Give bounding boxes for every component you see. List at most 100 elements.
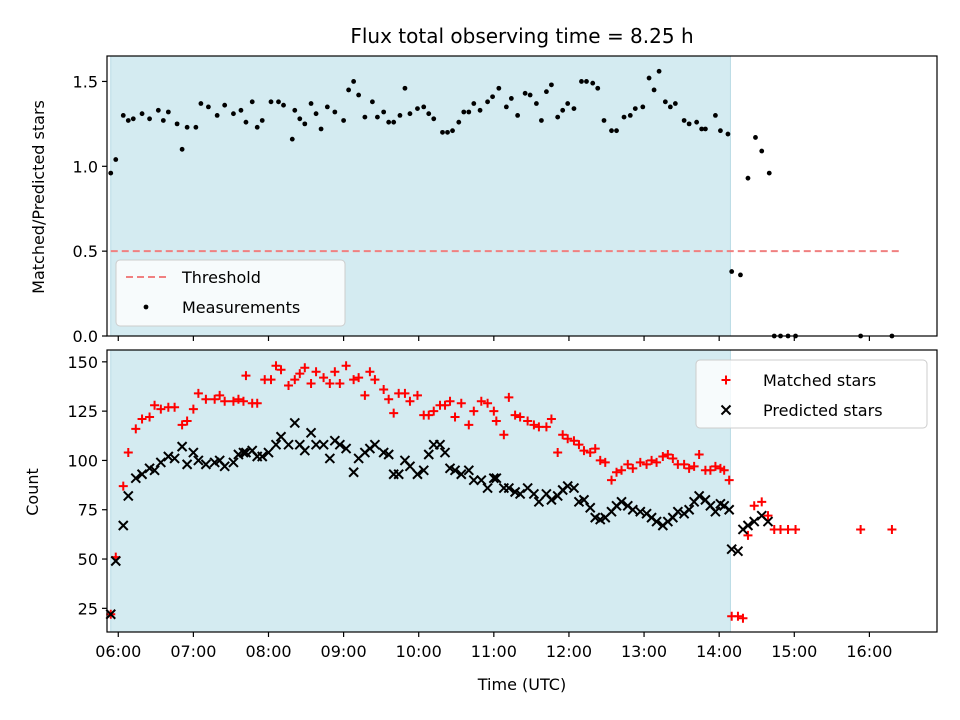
matched-star-point <box>325 379 335 389</box>
measurement-point <box>590 80 596 86</box>
measurement-point <box>351 79 357 84</box>
predicted-star-point <box>310 439 322 450</box>
matched-star-point <box>553 448 563 458</box>
measurement-point <box>485 99 490 105</box>
measurement-point <box>440 129 445 135</box>
predicted-star-point <box>275 431 287 442</box>
legend-matched-swatch <box>721 375 731 385</box>
measurement-point <box>292 107 298 113</box>
measurement-point <box>522 90 528 96</box>
measurement-point <box>369 99 375 105</box>
measurement-point <box>745 175 751 181</box>
matched-star-point <box>763 511 773 521</box>
measurement-point <box>415 106 420 112</box>
predicted-star-point <box>188 447 199 458</box>
matched-star-point <box>590 444 600 454</box>
chart-title: Flux total observing time = 8.25 h <box>350 24 693 48</box>
predicted-star-point <box>118 520 129 531</box>
matched-star-point <box>724 475 734 485</box>
measurement-point <box>579 79 584 84</box>
predicted-star-point <box>219 461 230 472</box>
matched-star-point <box>335 379 345 389</box>
measurement-point <box>699 126 705 132</box>
x-tick-label: 07:00 <box>170 642 216 661</box>
measurement-point <box>515 112 521 118</box>
measurement-point <box>508 96 514 101</box>
predicted-star-point <box>334 439 346 450</box>
measurement-point <box>601 118 607 123</box>
matched-star-point <box>123 448 133 458</box>
measurement-point <box>646 75 652 81</box>
matched-star-point <box>749 501 759 511</box>
measurement-point <box>402 85 408 91</box>
measurement-point <box>214 112 220 118</box>
matched-star-point <box>412 390 422 400</box>
predicted-star-point <box>418 465 429 476</box>
matched-star-point <box>489 406 499 416</box>
matched-star-point <box>228 396 238 406</box>
y-tick-label: 0.5 <box>73 242 98 261</box>
predicted-star-point <box>270 439 282 450</box>
predicted-star-point <box>651 516 662 527</box>
matched-star-point <box>733 611 743 621</box>
measurement-point <box>125 118 131 123</box>
predicted-star-point <box>578 494 590 506</box>
x-tick-label: 11:00 <box>471 642 517 661</box>
predicted-star-point <box>456 469 467 480</box>
matched-star-point <box>341 361 351 371</box>
matched-star-point <box>783 524 793 534</box>
matched-star-point <box>233 394 243 404</box>
matched-star-point <box>623 459 633 469</box>
matched-star-point <box>491 416 501 426</box>
matched-star-point <box>719 465 729 475</box>
measurement-point <box>139 111 145 117</box>
measurement-point <box>381 109 387 115</box>
predicted-star-point <box>476 474 487 486</box>
measurement-point <box>609 128 614 134</box>
legend-threshold-label: Threshold <box>181 268 261 287</box>
matched-star-point <box>330 367 340 377</box>
measurement-point <box>667 104 673 110</box>
matched-star-point <box>220 396 230 406</box>
predicted-star-point <box>383 449 394 460</box>
measurement-point <box>555 114 561 120</box>
predicted-star-point <box>289 417 300 429</box>
measurement-point <box>718 128 723 134</box>
matched-star-point <box>776 524 786 534</box>
legend: Matched stars Predicted stars <box>695 359 928 429</box>
y-tick-label: 50 <box>78 550 98 569</box>
predicted-star-point <box>238 447 249 458</box>
predicted-star-point <box>283 439 294 450</box>
measurement-point <box>120 112 126 118</box>
predicted-star-point <box>683 504 695 515</box>
matched-star-point <box>684 463 694 473</box>
measurement-point <box>391 119 397 125</box>
measurement-point <box>308 101 314 106</box>
axes-frame <box>106 349 938 633</box>
matched-star-point <box>379 384 389 394</box>
measurement-point <box>222 102 228 108</box>
measurement-point <box>426 111 432 117</box>
matched-star-point <box>456 398 466 408</box>
matched-star-point <box>210 394 220 404</box>
measurement-point <box>324 104 330 110</box>
measurement-point <box>681 118 687 123</box>
matched-star-point <box>450 412 460 422</box>
predicted-star-point <box>155 457 167 468</box>
measurement-point <box>238 107 244 113</box>
measurement-point <box>268 99 274 105</box>
measurement-point <box>461 109 467 115</box>
measurement-point <box>466 109 472 115</box>
measurement-point <box>249 99 255 105</box>
legend-predicted-label: Predicted stars <box>763 401 883 420</box>
matched-star-point <box>131 424 141 434</box>
matched-star-point <box>563 434 573 444</box>
predicted-star-point <box>546 494 557 506</box>
measurement-point <box>198 101 204 106</box>
measurement-point <box>477 107 483 113</box>
y-tick-label: 25 <box>78 599 98 618</box>
matched-star-point <box>663 450 673 460</box>
matched-star-point <box>156 404 166 414</box>
matched-star-point <box>647 455 657 465</box>
matched-star-point <box>515 412 525 422</box>
